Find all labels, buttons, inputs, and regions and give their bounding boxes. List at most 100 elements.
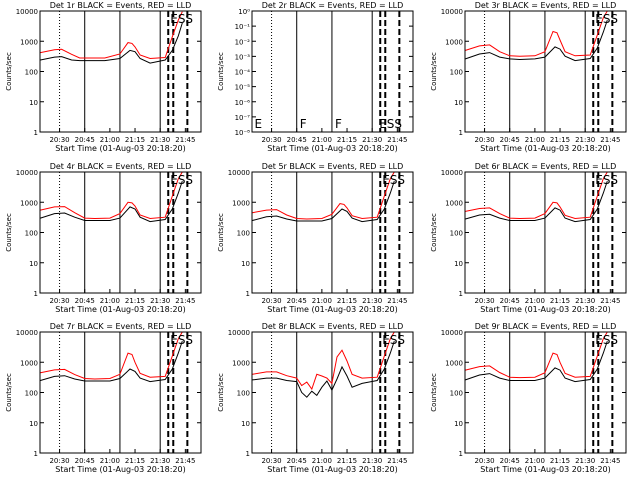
y-tick-label: 10⁻⁷ <box>235 114 251 122</box>
y-tick-label: 10⁻⁸ <box>235 129 251 137</box>
detector-panel-2: Det 2r BLACK = Events, RED = LLD Start Ti… <box>217 1 414 153</box>
y-tick-label: 10⁻³ <box>235 53 251 61</box>
y-tick-label: 10000 <box>16 8 38 16</box>
y-tick-label: 10⁰ <box>238 8 250 16</box>
y-axis-label: Counts/sec <box>430 373 438 412</box>
y-tick-label: 1 <box>246 450 250 458</box>
x-axis-label: Start Time (01-Aug-03 20:18:20) <box>267 465 398 474</box>
y-tick-label: 1 <box>246 290 250 298</box>
x-tick-label: 20:45 <box>75 457 95 465</box>
y-tick-label: 10 <box>454 260 463 268</box>
x-tick-label: 20:30 <box>261 297 281 305</box>
annotation-label: ESS <box>595 333 618 347</box>
panel-title: Det 5r BLACK = Events, RED = LLD <box>262 162 404 171</box>
x-axis-label: Start Time (01-Aug-03 20:18:20) <box>55 305 186 314</box>
x-tick-label: 20:45 <box>75 136 95 144</box>
y-axis-label: Counts/sec <box>5 52 13 91</box>
x-tick-label: 20:45 <box>287 297 307 305</box>
x-axis-label: Start Time (01-Aug-03 20:18:20) <box>55 465 186 474</box>
panel-title: Det 1r BLACK = Events, RED = LLD <box>50 1 192 10</box>
y-tick-label: 10 <box>29 99 38 107</box>
y-tick-label: 10000 <box>441 169 463 177</box>
y-tick-label: 1000 <box>232 359 250 367</box>
x-tick-label: 21:00 <box>525 457 545 465</box>
x-tick-label: 21:00 <box>525 297 545 305</box>
y-axis-label: Counts/sec <box>5 373 13 412</box>
lld-series-line <box>465 331 608 379</box>
events-series-line <box>252 340 395 398</box>
y-tick-label: 10 <box>241 420 250 428</box>
y-tick-label: 10000 <box>16 169 38 177</box>
x-tick-label: 20:45 <box>500 136 520 144</box>
x-tick-label: 21:30 <box>150 457 170 465</box>
panel-title: Det 8r BLACK = Events, RED = LLD <box>262 322 404 331</box>
y-tick-label: 100 <box>25 230 38 238</box>
annotation-label: ESS <box>382 333 405 347</box>
y-tick-label: 100 <box>237 390 250 398</box>
annotation-label: ESS <box>170 173 193 187</box>
detector-panel-3: Det 3r BLACK = Events, RED = LLD Start Ti… <box>430 1 627 153</box>
plot-frame <box>464 331 627 454</box>
y-tick-label: 1 <box>459 290 463 298</box>
x-tick-label: 21:00 <box>525 136 545 144</box>
annotation-label: E <box>254 117 262 131</box>
y-tick-label: 10 <box>454 420 463 428</box>
y-tick-label: 100 <box>25 390 38 398</box>
x-axis-label: Start Time (01-Aug-03 20:18:20) <box>480 465 611 474</box>
events-series-line <box>465 180 608 223</box>
x-axis-label: Start Time (01-Aug-03 20:18:20) <box>267 144 398 153</box>
annotation-label: ESS <box>595 12 618 26</box>
detector-panel-6: Det 6r BLACK = Events, RED = LLD Start Ti… <box>430 162 627 314</box>
plot-frame <box>39 171 202 294</box>
x-axis-label: Start Time (01-Aug-03 20:18:20) <box>55 144 186 153</box>
y-tick-label: 1000 <box>20 199 38 207</box>
panel-title: Det 3r BLACK = Events, RED = LLD <box>475 1 617 10</box>
x-tick-label: 21:15 <box>125 297 145 305</box>
annotation-label: ESS <box>170 12 193 26</box>
plot-frame <box>39 331 202 454</box>
y-tick-label: 10000 <box>16 329 38 337</box>
lld-series-line <box>40 171 183 220</box>
y-axis-label: Counts/sec <box>430 213 438 252</box>
annotation-label: ESS <box>382 173 405 187</box>
x-tick-label: 21:30 <box>575 297 595 305</box>
x-tick-label: 21:45 <box>387 297 407 305</box>
events-series-line <box>40 340 183 383</box>
y-axis-label: Counts/sec <box>217 52 225 91</box>
y-tick-label: 1 <box>34 129 38 137</box>
x-tick-label: 21:45 <box>175 136 195 144</box>
y-tick-label: 10⁻¹ <box>235 23 251 31</box>
x-tick-label: 21:30 <box>362 297 382 305</box>
x-tick-label: 21:30 <box>575 457 595 465</box>
plot-frame <box>39 10 202 133</box>
x-tick-label: 20:30 <box>49 136 69 144</box>
events-series-line <box>465 340 608 383</box>
lld-series-line <box>465 171 608 220</box>
x-axis-label: Start Time (01-Aug-03 20:18:20) <box>480 305 611 314</box>
x-tick-label: 21:45 <box>175 297 195 305</box>
y-tick-label: 10 <box>29 260 38 268</box>
x-tick-label: 21:00 <box>100 297 120 305</box>
y-tick-label: 100 <box>450 69 463 77</box>
x-axis-label: Start Time (01-Aug-03 20:18:20) <box>267 305 398 314</box>
x-tick-label: 20:45 <box>500 297 520 305</box>
events-series-line <box>40 180 183 223</box>
y-tick-label: 10⁻⁴ <box>235 69 251 77</box>
y-tick-label: 1000 <box>445 199 463 207</box>
x-tick-label: 20:30 <box>49 457 69 465</box>
detector-panel-7: Det 7r BLACK = Events, RED = LLD Start Ti… <box>5 322 202 474</box>
events-series-line <box>252 180 395 223</box>
x-tick-label: 20:30 <box>474 136 494 144</box>
y-axis-label: Counts/sec <box>217 373 225 412</box>
plot-frame <box>464 10 627 133</box>
y-tick-label: 1000 <box>20 38 38 46</box>
x-tick-label: 21:00 <box>312 136 332 144</box>
y-tick-label: 1000 <box>445 38 463 46</box>
detector-panel-1: Det 1r BLACK = Events, RED = LLD Start Ti… <box>5 1 202 153</box>
y-tick-label: 100 <box>237 230 250 238</box>
y-tick-label: 10000 <box>441 329 463 337</box>
y-tick-label: 1 <box>459 129 463 137</box>
plot-frame <box>464 171 627 294</box>
y-tick-label: 10000 <box>441 8 463 16</box>
